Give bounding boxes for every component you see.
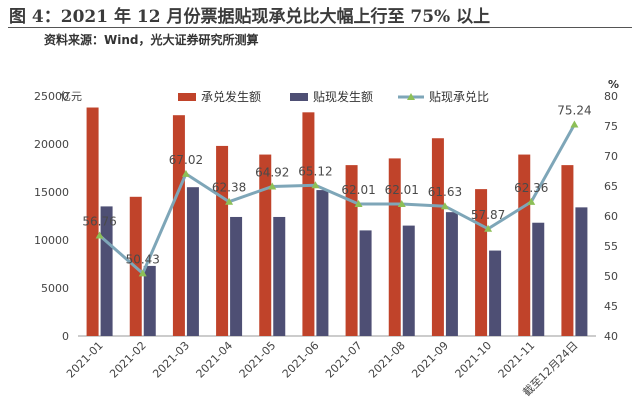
ratio-point — [354, 199, 363, 207]
left-tick-label: 20000 — [34, 138, 69, 151]
ratio-data-label: 67.02 — [169, 153, 203, 167]
source-note: 资料来源：Wind，光大证券研究所测算 — [44, 33, 259, 47]
ratio-data-label: 50.43 — [126, 252, 160, 266]
ratio-point — [484, 224, 493, 232]
right-axis-unit: % — [608, 78, 619, 91]
bar-acceptance — [518, 154, 531, 336]
x-tick-label: 2021-02 — [107, 339, 149, 381]
ratio-point — [440, 202, 449, 210]
x-tick-label: 2021-01 — [64, 339, 106, 381]
ratio-data-label: 64.92 — [255, 165, 289, 179]
legend-swatch-discount — [290, 93, 308, 101]
bar-acceptance — [345, 165, 358, 336]
ratio-data-label: 56.76 — [82, 214, 116, 228]
bar-acceptance — [259, 154, 272, 336]
ratio-point — [311, 181, 320, 189]
ratio-data-label: 62.38 — [212, 181, 246, 195]
bar-acceptance — [172, 115, 185, 336]
bar-discount — [186, 187, 199, 336]
title-divider — [8, 27, 632, 28]
bar-discount — [273, 216, 286, 336]
x-tick-label: 2021-09 — [409, 339, 451, 381]
legend-label-discount: 贴现发生额 — [313, 89, 373, 104]
right-tick-label: 40 — [604, 330, 618, 343]
right-tick-label: 45 — [604, 300, 618, 313]
ratio-data-label: 57.87 — [471, 208, 505, 222]
ratio-point — [570, 120, 579, 128]
bar-acceptance — [561, 165, 574, 336]
x-tick-label: 2021-11 — [496, 339, 538, 381]
bar-discount — [575, 207, 588, 336]
legend-label-acceptance: 承兑发生额 — [201, 89, 261, 104]
x-axis: 2021-01 2021-02 2021-03 2021-04 2021-05 2021-… — [64, 335, 596, 399]
ratio-point — [138, 269, 147, 277]
left-tick-label: 0 — [62, 330, 69, 343]
x-tick-label: 2021-05 — [237, 339, 279, 381]
ratio-data-label: 62.01 — [385, 183, 419, 197]
left-tick-label: 10000 — [34, 234, 69, 247]
bar-acceptance — [86, 107, 99, 337]
x-tick-label: 2021-07 — [323, 339, 365, 381]
x-tick-label: 2021-04 — [194, 339, 236, 381]
bar-acceptance — [302, 112, 315, 336]
legend: 承兑发生额 贴现发生额 贴现承兑比 — [178, 89, 489, 104]
bar-acceptance — [216, 145, 229, 336]
left-axis-unit: 亿元 — [60, 90, 82, 103]
left-tick-label: 15000 — [34, 186, 69, 199]
legend-label-ratio: 贴现承兑比 — [429, 90, 489, 104]
bar-discount — [489, 250, 502, 336]
bar-discount — [316, 190, 329, 336]
right-axis: 40 45 50 55 60 65 70 75 80% — [604, 78, 619, 343]
ratio-line — [98, 123, 576, 276]
ratio-data-label: 62.01 — [341, 183, 375, 197]
right-tick-label: 80 — [604, 90, 618, 103]
bar-discount — [402, 225, 415, 336]
right-tick-label: 50 — [604, 270, 618, 283]
right-tick-label: 75 — [604, 120, 618, 133]
bars-layer — [86, 107, 588, 337]
ratio-data-label: 75.24 — [557, 104, 591, 118]
bar-discount — [230, 216, 243, 336]
x-tick-label: 2021-06 — [280, 339, 322, 381]
bar-discount — [445, 212, 458, 336]
x-tick-label: 2021-08 — [366, 339, 408, 381]
ratio-data-label: 61.63 — [428, 185, 462, 199]
bar-discount — [532, 222, 545, 336]
x-tick-label: 2021-03 — [150, 339, 192, 381]
ratio-point — [181, 169, 190, 177]
x-tick-label: 2021-10 — [453, 339, 495, 381]
ratio-line-layer: 56.76 50.43 67.02 62.38 64.92 65.12 62.01 62.01… — [82, 104, 592, 277]
left-tick-label: 5000 — [41, 282, 69, 295]
ratio-point — [397, 199, 406, 207]
bar-acceptance — [431, 138, 444, 336]
ratio-point — [95, 231, 104, 239]
ratio-point — [225, 197, 234, 205]
legend-swatch-acceptance — [178, 93, 196, 101]
chart-title: 图 4：2021 年 12 月份票据贴现承兑比大幅上行至 75% 以上 — [9, 7, 491, 27]
right-tick-label: 60 — [604, 210, 618, 223]
bar-discount — [143, 265, 156, 336]
right-tick-label: 55 — [604, 240, 618, 253]
right-tick-label: 70 — [604, 150, 618, 163]
ratio-point — [527, 197, 536, 205]
ratio-point — [268, 182, 277, 190]
right-tick-label: 65 — [604, 180, 618, 193]
legend-marker-ratio — [407, 93, 415, 100]
ratio-data-label: 62.36 — [514, 181, 548, 195]
ratio-data-label: 65.12 — [298, 164, 332, 178]
left-tick-label: 25000 — [34, 90, 69, 103]
bar-discount — [359, 230, 372, 336]
